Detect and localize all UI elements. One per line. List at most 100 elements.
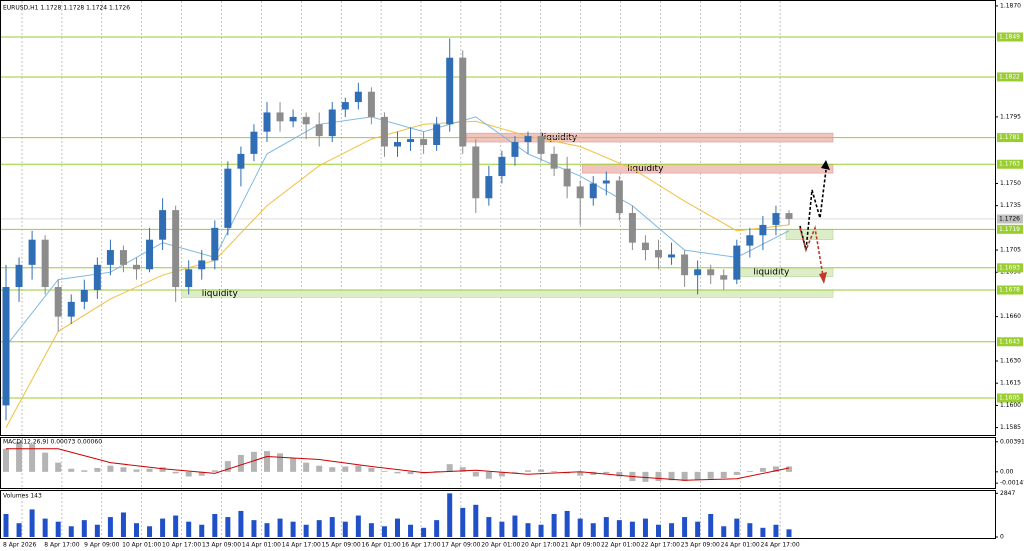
level-label-bg (997, 263, 1023, 273)
candle-body (315, 124, 323, 137)
bar (577, 471, 584, 476)
bear-path (799, 225, 824, 277)
candle-body (563, 168, 571, 187)
candle-body (67, 301, 75, 317)
bar (525, 523, 531, 537)
candle-body (707, 269, 715, 276)
level-label-bg (997, 32, 1023, 42)
bar (708, 514, 714, 537)
signal-line (6, 448, 790, 481)
candle-body (407, 139, 415, 143)
level-label: 1.1763 (999, 161, 1020, 168)
y-tick-label: 1.1630 (1000, 358, 1021, 365)
bar (68, 526, 74, 537)
bar (160, 518, 166, 537)
candle-body (237, 153, 245, 169)
candle-body (250, 131, 258, 154)
candle-body (615, 180, 623, 214)
y-tick-label: 1.1585 (1000, 424, 1021, 431)
candle-body (341, 102, 349, 110)
bar (94, 468, 101, 472)
bar (616, 520, 622, 537)
bar (303, 462, 310, 472)
bar (538, 524, 544, 537)
candle-body (394, 142, 401, 147)
bar (133, 469, 140, 472)
candle-body (668, 254, 676, 258)
candle-body (485, 176, 493, 199)
bar (394, 471, 401, 474)
candle-body (276, 112, 284, 122)
bar (564, 510, 570, 537)
bar (603, 517, 609, 537)
candle-body (459, 57, 467, 147)
bar (786, 466, 792, 472)
x-tick-label: 20 Apr 01:00 (481, 542, 520, 549)
liquidity-zone (181, 289, 834, 298)
candle-body (641, 242, 649, 251)
bar (29, 444, 36, 472)
candle-body (198, 260, 206, 270)
current-price-label: 1.1726 (999, 215, 1020, 222)
candle-body (211, 227, 219, 261)
candle-body (172, 210, 180, 288)
bar (682, 517, 688, 537)
bar (159, 467, 166, 472)
bar (211, 470, 218, 472)
candle-body (446, 57, 454, 125)
zone-label: liquidity (202, 289, 239, 299)
bar (446, 464, 453, 472)
bar (551, 514, 557, 537)
y-tick-label: -0.00147 (1000, 480, 1024, 487)
price-panel (0, 0, 996, 436)
candle-body (537, 136, 545, 154)
bar (681, 471, 688, 482)
bar (147, 526, 153, 537)
liquidity-zone (785, 229, 834, 240)
candle-body (93, 264, 101, 290)
candle-body (628, 213, 636, 243)
level-label-bg (997, 159, 1023, 169)
chart-title: EURUSD,H1 1.1728 1.1728 1.1724 1.1726 (3, 5, 130, 12)
bar (55, 521, 61, 537)
level-label: 1.1822 (999, 73, 1020, 80)
bar (434, 520, 440, 537)
bar (120, 512, 126, 537)
bar (16, 441, 23, 472)
level-label-bg (997, 72, 1023, 82)
bar (408, 524, 414, 537)
bar (733, 471, 740, 475)
bar (616, 471, 623, 477)
candle-body (159, 210, 167, 240)
bar (459, 467, 466, 472)
candle-body (433, 124, 441, 145)
bar (695, 521, 701, 537)
bar (472, 471, 479, 477)
bar (134, 523, 139, 537)
bar (199, 524, 205, 537)
bar (759, 468, 766, 472)
bar (590, 523, 596, 537)
candle-body (472, 146, 480, 199)
bar (603, 471, 610, 474)
candle-body (498, 156, 506, 177)
bar (694, 471, 701, 480)
bar (721, 526, 727, 537)
candle-body (119, 250, 127, 265)
candle-body (328, 109, 336, 137)
bar (81, 520, 87, 537)
bar (16, 523, 22, 537)
bar (642, 518, 648, 537)
bar (329, 467, 336, 472)
bar (185, 471, 192, 477)
y-tick-label: 0.00 (1000, 468, 1014, 475)
level-label-bg (997, 337, 1023, 347)
bar (250, 451, 257, 472)
candle-body (133, 264, 140, 270)
candle-body (80, 290, 88, 302)
bar (3, 448, 9, 472)
x-tick-label: 20 Apr 17:00 (521, 542, 560, 549)
candle-body (367, 91, 375, 117)
y-tick-label: 1.1615 (1000, 380, 1021, 387)
